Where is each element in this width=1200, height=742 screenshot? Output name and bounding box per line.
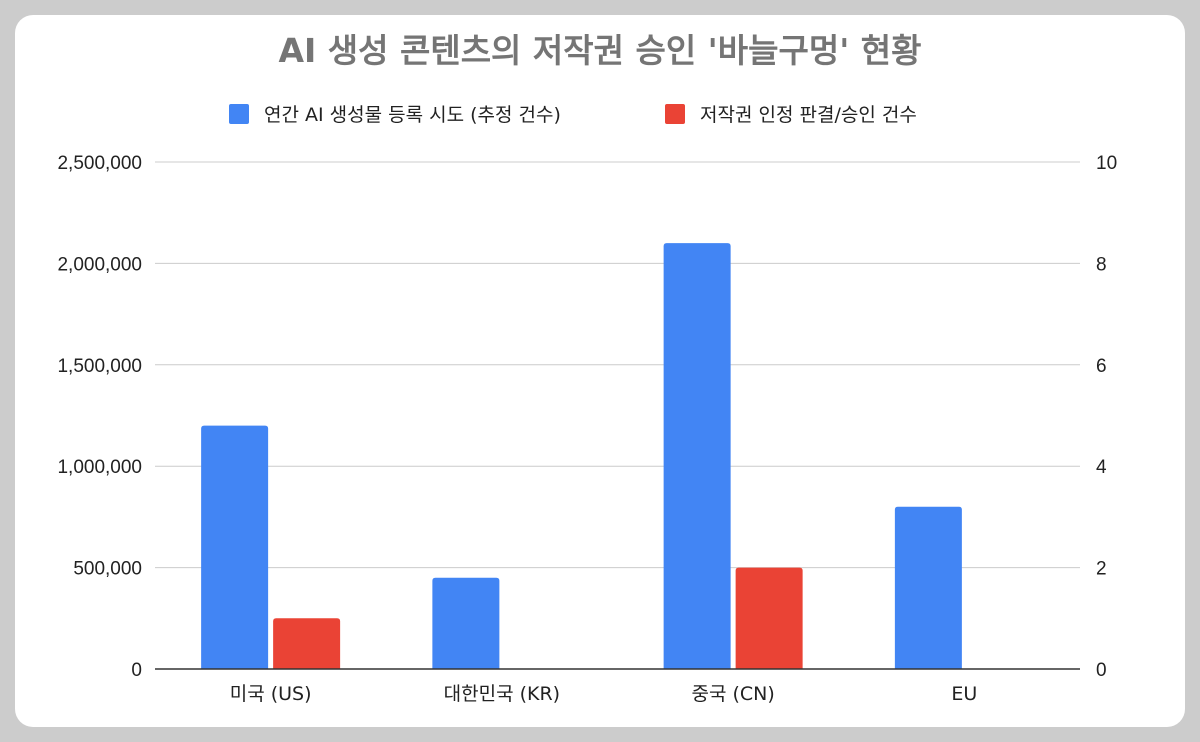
category-labels: 미국 (US) 대한민국 (KR) 중국 (CN) EU [230, 683, 978, 705]
left-tick-label: 500,000 [73, 559, 142, 580]
bar-attempts [201, 425, 269, 669]
bar-attempts [432, 577, 500, 669]
right-tick-label: 8 [1096, 254, 1107, 275]
category-label: 대한민국 (KR) [444, 683, 560, 705]
left-tick-label: 2,000,000 [57, 254, 142, 275]
right-tick-label: 10 [1096, 153, 1117, 174]
left-axis: 0 500,000 1,000,000 1,500,000 2,000,000 2,500… [57, 153, 142, 681]
left-tick-label: 0 [131, 660, 142, 681]
legend-label-approvals: 저작권 인정 판결/승인 건수 [700, 104, 917, 126]
category-label: EU [951, 683, 977, 705]
bar-attempts [663, 243, 731, 669]
legend-label-attempts: 연간 AI 생성물 등록 시도 (추정 건수) [264, 104, 561, 126]
category-label: 중국 (CN) [691, 683, 774, 705]
gridlines [155, 161, 1080, 569]
left-tick-label: 1,500,000 [57, 356, 142, 377]
bar-attempts [894, 506, 962, 669]
legend: 연간 AI 생성물 등록 시도 (추정 건수) 저작권 인정 판결/승인 건수 [229, 104, 917, 126]
left-tick-label: 2,500,000 [57, 153, 142, 174]
right-tick-label: 2 [1096, 559, 1107, 580]
right-tick-label: 0 [1096, 660, 1107, 681]
right-tick-label: 6 [1096, 356, 1107, 377]
legend-swatch-approvals [665, 104, 685, 124]
chart-title: AI 생성 콘텐츠의 저작권 승인 '바늘구멍' 현황 [278, 31, 921, 70]
category-label: 미국 (US) [230, 683, 312, 705]
legend-swatch-attempts [229, 104, 249, 124]
bars [201, 243, 962, 669]
bar-approvals [735, 567, 803, 669]
bar-approvals [273, 618, 341, 669]
right-tick-label: 4 [1096, 457, 1107, 478]
left-tick-label: 1,000,000 [57, 457, 142, 478]
right-axis: 0 2 4 6 8 10 [1096, 153, 1117, 681]
